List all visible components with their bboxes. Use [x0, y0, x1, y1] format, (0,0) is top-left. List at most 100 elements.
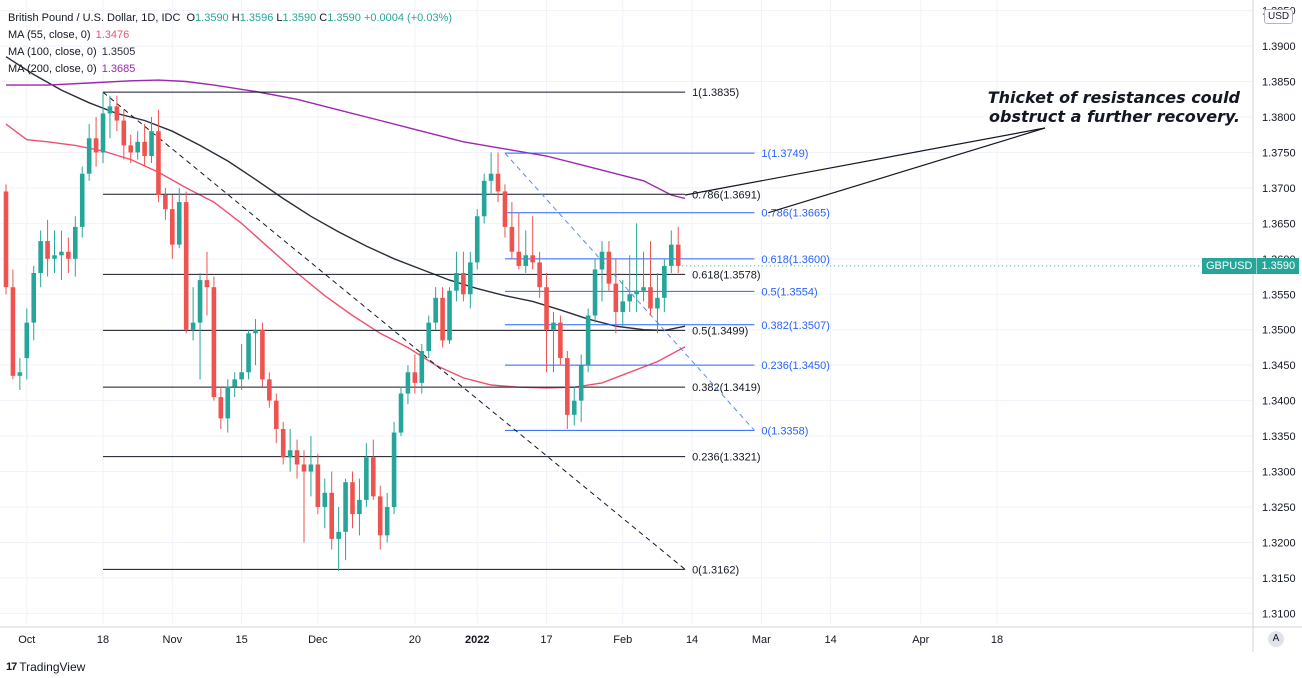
- candle: [544, 273, 549, 373]
- fib-level-label: 0.786(1.3691): [692, 189, 761, 201]
- candle: [440, 287, 445, 348]
- candle-body: [495, 173, 501, 192]
- candle: [641, 251, 646, 302]
- candle-body: [620, 301, 626, 312]
- candle: [509, 202, 515, 259]
- candle: [668, 230, 674, 273]
- candle: [38, 230, 43, 288]
- y-tick-label: 1.3900: [1262, 41, 1296, 53]
- fib-level-label: 0.5(1.3499): [692, 325, 748, 337]
- candle-body: [668, 244, 674, 266]
- candle-body: [156, 131, 161, 195]
- candle: [377, 485, 383, 550]
- candle-body: [440, 297, 445, 341]
- candle-body: [329, 492, 335, 539]
- candle-body: [419, 351, 425, 383]
- candle-body: [107, 106, 113, 114]
- candle-body: [86, 138, 92, 174]
- legend-ma100-row[interactable]: MA (100, close, 0) 1.3505: [8, 44, 452, 61]
- candle: [412, 354, 418, 394]
- y-tick-label: 1.3750: [1262, 147, 1296, 159]
- candle: [232, 372, 237, 398]
- ma-line: [5, 56, 686, 332]
- candle-body: [641, 287, 646, 291]
- x-tick-label: Dec: [308, 634, 328, 646]
- candle-body: [93, 138, 99, 153]
- candle: [578, 354, 584, 422]
- candlesticks: [3, 92, 681, 571]
- candle: [24, 308, 30, 380]
- fib-level-label: 0(1.3358): [761, 425, 808, 437]
- legend-ma55-row[interactable]: MA (55, close, 0) 1.3476: [8, 27, 452, 44]
- candle: [156, 109, 161, 203]
- candle: [537, 251, 542, 298]
- candle: [336, 507, 341, 571]
- candle: [565, 351, 570, 429]
- currency-badge[interactable]: USD: [1264, 9, 1294, 24]
- y-tick-label: 1.3650: [1262, 218, 1296, 230]
- y-tick-label: 1.3400: [1262, 396, 1296, 408]
- candle: [197, 273, 203, 380]
- candle: [59, 230, 64, 281]
- price-tag-symbol: GBPUSD: [1202, 257, 1258, 274]
- x-tick-label: 20: [409, 634, 421, 646]
- candle-body: [114, 106, 120, 121]
- fibonacci-levels: 1(1.3835)0.786(1.3691)0.618(1.3578)0.5(1…: [103, 87, 830, 576]
- candle: [343, 478, 348, 561]
- candle: [315, 453, 321, 515]
- legend-ma200-row[interactable]: MA (200, close, 0) 1.3685: [8, 61, 452, 78]
- candle-body: [398, 393, 404, 433]
- fib-level-label: 0.382(1.3419): [692, 382, 761, 394]
- legend-ma55-label: MA (55, close, 0): [8, 29, 91, 41]
- candle: [461, 251, 466, 302]
- x-tick-label: 14: [825, 634, 837, 646]
- fib-level-label: 0.5(1.3554): [761, 286, 817, 298]
- candle-body: [509, 226, 515, 252]
- candle-body: [613, 283, 619, 312]
- legend-ma100-label: MA (100, close, 0): [8, 46, 97, 58]
- candle-body: [170, 209, 175, 245]
- candle-body: [52, 255, 57, 259]
- candle: [3, 184, 9, 295]
- candle-body: [190, 322, 196, 330]
- candle: [267, 372, 272, 408]
- trendlines: [102, 91, 755, 570]
- candle-body: [578, 365, 584, 401]
- legend-ma55-value: 1.3476: [95, 29, 130, 41]
- candle: [17, 358, 23, 390]
- candle-body: [662, 265, 667, 298]
- candle-body: [377, 496, 383, 536]
- candle: [135, 131, 140, 160]
- candle-body: [565, 358, 570, 415]
- candle: [211, 276, 217, 401]
- candle: [551, 312, 556, 373]
- candle: [606, 241, 612, 291]
- candle-body: [128, 145, 134, 153]
- annotation-pointer: [768, 127, 1046, 214]
- candle-body: [24, 322, 30, 359]
- candle-body: [364, 457, 369, 500]
- fib-level-label: 0.236(1.3450): [761, 360, 830, 372]
- candle-body: [412, 372, 418, 383]
- candle-body: [558, 322, 563, 359]
- candle-body: [3, 191, 9, 288]
- candle-body: [634, 290, 639, 295]
- candle: [419, 343, 425, 394]
- candle: [516, 212, 522, 270]
- ma-line: [5, 123, 686, 389]
- candle: [391, 421, 397, 515]
- auto-scale-button[interactable]: A: [1268, 631, 1284, 647]
- fib-level-label: 0.382(1.3507): [761, 320, 830, 332]
- candle: [163, 187, 168, 220]
- candle: [52, 230, 57, 273]
- candle-body: [343, 482, 348, 532]
- candle-body: [59, 251, 64, 256]
- candle-body: [585, 315, 591, 366]
- x-tick-label: Feb: [613, 634, 632, 646]
- y-tick-label: 1.3250: [1262, 502, 1296, 514]
- candle: [585, 308, 591, 373]
- tradingview-brand[interactable]: 17 TradingView: [6, 660, 85, 674]
- y-tick-label: 1.3200: [1262, 537, 1296, 549]
- candle: [433, 287, 438, 330]
